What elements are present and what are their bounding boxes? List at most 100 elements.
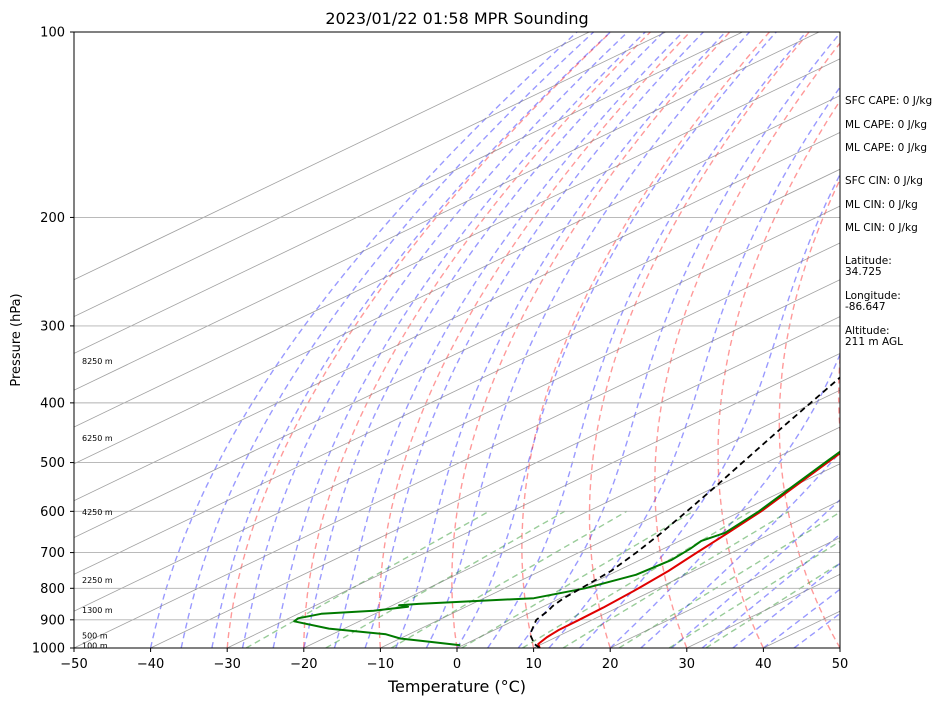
moist-adiabat-line xyxy=(333,32,684,648)
chart-title: 2023/01/22 01:58 MPR Sounding xyxy=(325,9,588,28)
mixing-ratio-line xyxy=(705,562,840,648)
x-tick-label: 20 xyxy=(602,657,619,672)
isotherm-line xyxy=(74,279,840,648)
isotherm-line xyxy=(74,58,840,428)
x-tick-label: −40 xyxy=(137,657,164,672)
isotherm-line xyxy=(74,168,840,538)
dry-adiabat-line xyxy=(378,32,691,648)
isotherm-line xyxy=(303,389,840,648)
y-axis: 100 200 300 400 500 600 700 800 900 1000 xyxy=(32,26,74,657)
dry-adiabat-line xyxy=(303,32,651,648)
height-label: 8250 m xyxy=(82,357,113,366)
dry-adiabat-line xyxy=(451,32,731,648)
mixing-ratio-line xyxy=(668,540,840,648)
plot-area xyxy=(74,32,840,648)
sounding-annotations: SFC CAPE: 0 J/kg ML CAPE: 0 J/kg ML CAPE: … xyxy=(845,95,932,348)
x-axis-label: Temperature (°C) xyxy=(387,677,526,696)
moist-adiabat-line xyxy=(487,32,807,648)
isotherm-line xyxy=(74,32,820,391)
isotherm-line xyxy=(74,242,840,612)
moist-adiabat-line xyxy=(272,32,646,648)
x-tick-label: 40 xyxy=(755,657,772,672)
height-label: 4250 m xyxy=(82,508,113,517)
annotation-text: Altitude: 211 m AGL xyxy=(845,325,903,348)
height-label: 100 m xyxy=(82,642,108,651)
annotation-text: ML CAPE: 0 J/kg xyxy=(845,142,927,154)
mixing-ratio-line xyxy=(245,510,490,648)
moist-adiabat-line xyxy=(456,32,777,648)
parcel-profile-line xyxy=(529,376,840,648)
dry-adiabat-line xyxy=(778,178,840,648)
annotation-text: SFC CAPE: 0 J/kg xyxy=(845,95,932,107)
annotation-text: ML CIN: 0 J/kg xyxy=(845,199,918,211)
y-tick-label: 300 xyxy=(40,319,65,334)
annotation-text: ML CIN: 0 J/kg xyxy=(845,222,918,234)
mixing-ratio-line xyxy=(390,510,628,648)
y-tick-label: 500 xyxy=(40,456,65,471)
y-tick-label: 700 xyxy=(40,546,65,561)
annotation-text: ML CAPE: 0 J/kg xyxy=(845,119,927,131)
isotherm-line xyxy=(227,352,840,648)
height-label: 1300 m xyxy=(82,606,113,615)
moist-adiabat-line xyxy=(241,32,629,648)
moist-adiabat-line xyxy=(762,588,840,648)
isotherm-line xyxy=(610,537,840,648)
y-tick-label: 800 xyxy=(40,582,65,597)
dry-adiabat-line xyxy=(588,32,810,648)
temperature-profile-line xyxy=(537,451,840,648)
x-tick-label: 30 xyxy=(679,657,696,672)
moist-adiabat-line xyxy=(303,32,665,648)
y-tick-label: 100 xyxy=(40,26,65,41)
isotherm-line xyxy=(74,205,840,575)
y-tick-label: 200 xyxy=(40,211,65,226)
height-label: 500 m xyxy=(82,631,108,640)
isotherm-line xyxy=(380,426,840,648)
moist-adiabat-line xyxy=(180,32,595,648)
x-tick-label: −50 xyxy=(60,657,87,672)
height-label: 6250 m xyxy=(82,434,113,443)
y-tick-label: 400 xyxy=(40,396,65,411)
moist-adiabats xyxy=(149,32,840,648)
isotherm-line xyxy=(533,500,840,648)
dry-adiabat-line xyxy=(717,99,840,648)
isotherm-line xyxy=(74,32,743,354)
isotherm-line xyxy=(74,95,840,465)
moist-adiabat-line xyxy=(517,32,840,648)
x-tick-label: 10 xyxy=(525,657,542,672)
moist-adiabat-line xyxy=(548,86,840,648)
height-labels: 100 m 500 m 1300 m 2250 m 4250 m 6250 m 8250 m xyxy=(82,357,113,651)
isotherm-line xyxy=(150,316,840,648)
moist-adiabat-line xyxy=(425,32,751,648)
isotherm-line xyxy=(456,463,840,648)
x-tick-label: 50 xyxy=(832,657,849,672)
y-tick-label: 600 xyxy=(40,505,65,520)
x-tick-label: 0 xyxy=(453,657,461,672)
isotherm-line xyxy=(74,32,590,281)
height-label: 2250 m xyxy=(82,576,113,585)
y-axis-label: Pressure (hPa) xyxy=(9,293,24,386)
x-tick-label: −30 xyxy=(213,657,240,672)
moist-adiabat-line xyxy=(364,32,704,648)
x-tick-label: −20 xyxy=(290,657,317,672)
moist-adiabat-line xyxy=(732,562,840,648)
annotation-text: Latitude: 34.725 xyxy=(845,255,892,278)
x-tick-label: −10 xyxy=(367,657,394,672)
isotherm-grid xyxy=(74,32,840,648)
dry-adiabat-line xyxy=(521,32,770,648)
x-axis: −50 −40 −30 −20 −10 0 10 20 30 40 50 xyxy=(60,648,848,672)
y-tick-label: 900 xyxy=(40,613,65,628)
annotation-text: SFC CIN: 0 J/kg xyxy=(845,175,923,187)
dewpoint-profile-line xyxy=(293,450,840,647)
profile-series xyxy=(293,376,840,648)
annotation-text: Longitude: -86.647 xyxy=(845,290,901,313)
dry-adiabat-line xyxy=(226,32,612,648)
dry-adiabats xyxy=(226,32,840,648)
mixing-ratio-line xyxy=(461,510,694,648)
dry-adiabat-line xyxy=(654,42,840,648)
moist-adiabat-line xyxy=(579,173,840,648)
moist-adiabat-line xyxy=(609,352,840,648)
moist-adiabat-line xyxy=(149,32,578,648)
isotherm-line xyxy=(74,32,667,318)
y-tick-label: 1000 xyxy=(32,642,65,657)
